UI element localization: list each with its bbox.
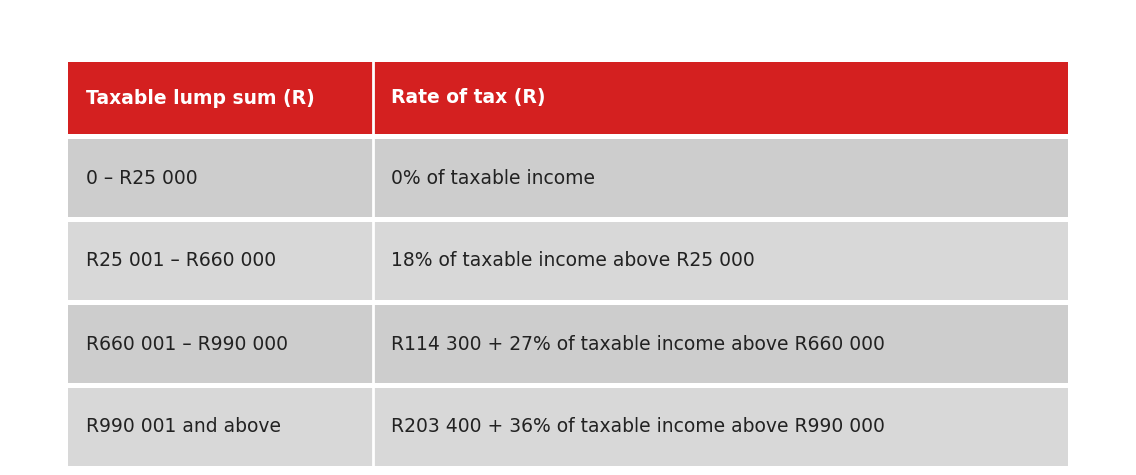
- Bar: [373, 222, 1068, 300]
- Text: 18% of taxable income above R25 000: 18% of taxable income above R25 000: [391, 251, 754, 270]
- Text: R990 001 and above: R990 001 and above: [86, 418, 281, 437]
- Text: R25 001 – R660 000: R25 001 – R660 000: [86, 251, 276, 270]
- Bar: [68, 222, 373, 300]
- Text: R203 400 + 36% of taxable income above R990 000: R203 400 + 36% of taxable income above R…: [391, 418, 885, 437]
- Bar: [373, 62, 1068, 134]
- Bar: [68, 388, 373, 466]
- Bar: [68, 62, 373, 134]
- Bar: [373, 139, 1068, 217]
- Text: 0 – R25 000: 0 – R25 000: [86, 169, 198, 188]
- Text: Rate of tax (R): Rate of tax (R): [391, 88, 545, 107]
- Bar: [68, 305, 373, 383]
- Text: R114 300 + 27% of taxable income above R660 000: R114 300 + 27% of taxable income above R…: [391, 334, 885, 353]
- Bar: [373, 305, 1068, 383]
- Text: Taxable lump sum (R): Taxable lump sum (R): [86, 88, 315, 107]
- Bar: [68, 139, 373, 217]
- Text: R660 001 – R990 000: R660 001 – R990 000: [86, 334, 289, 353]
- Text: 0% of taxable income: 0% of taxable income: [391, 169, 595, 188]
- Bar: [373, 388, 1068, 466]
